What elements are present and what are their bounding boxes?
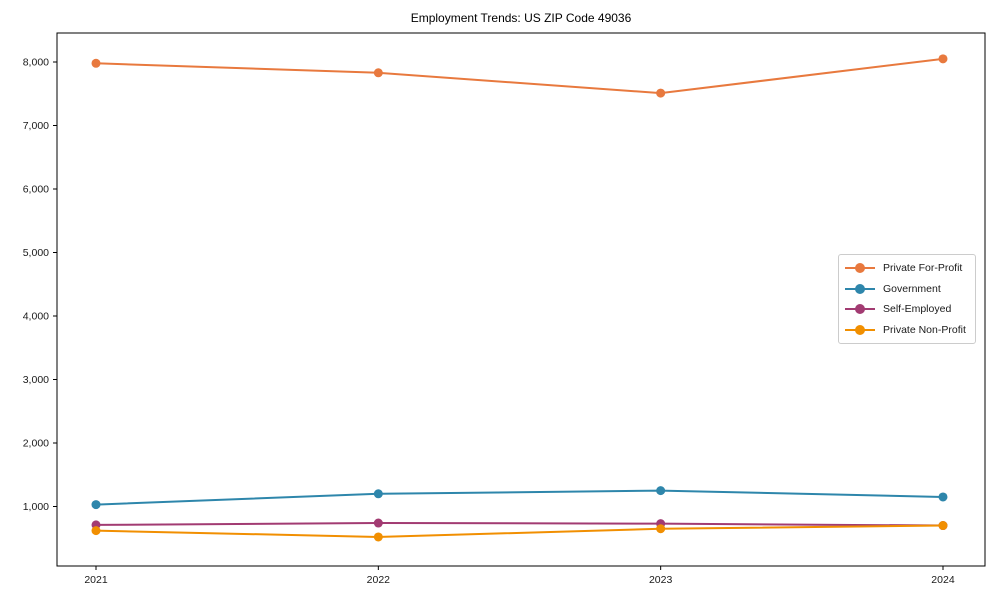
legend-line-marker xyxy=(845,263,875,274)
y-tick-label: 8,000 xyxy=(23,57,49,69)
legend-item-government: Government xyxy=(845,279,969,299)
legend-line-marker xyxy=(845,324,875,335)
y-tick-label: 2,000 xyxy=(23,438,49,450)
data-point-private-non-profit xyxy=(91,526,101,536)
data-point-private-for-profit xyxy=(373,68,383,78)
series-line-self-employed xyxy=(95,522,944,527)
series-line-private-for-profit xyxy=(95,57,944,95)
data-point-private-for-profit xyxy=(938,54,948,64)
data-point-private-non-profit xyxy=(656,524,666,534)
data-point-self-employed xyxy=(373,518,383,528)
chart-legend: Private For-Profit Government Self-Emplo… xyxy=(838,254,976,344)
x-tick-label: 2021 xyxy=(84,574,108,586)
legend-item-private-non-profit: Private Non-Profit xyxy=(845,320,969,340)
legend-item-self-employed: Self-Employed xyxy=(845,299,969,319)
y-tick-label: 6,000 xyxy=(23,184,49,196)
x-tick-label: 2022 xyxy=(367,574,391,586)
x-tick-label: 2023 xyxy=(649,574,673,586)
data-point-private-for-profit xyxy=(656,88,666,98)
legend-label: Private Non-Profit xyxy=(883,323,966,336)
x-tick-label: 2024 xyxy=(931,574,955,586)
plot-border xyxy=(56,32,986,567)
legend-item-private-for-profit: Private For-Profit xyxy=(845,258,969,278)
legend-line-marker xyxy=(845,304,875,315)
y-tick-label: 5,000 xyxy=(23,247,49,259)
legend-label: Self-Employed xyxy=(883,303,952,316)
y-tick-label: 7,000 xyxy=(23,120,49,132)
y-tick-label: 3,000 xyxy=(23,374,49,386)
data-point-government xyxy=(938,492,948,502)
series-line-government xyxy=(95,489,944,506)
y-tick-label: 1,000 xyxy=(23,501,49,513)
data-point-government xyxy=(656,486,666,496)
data-point-government xyxy=(373,489,383,499)
y-tick-label: 4,000 xyxy=(23,311,49,323)
chart-title: Employment Trends: US ZIP Code 49036 xyxy=(410,11,632,25)
legend-label: Government xyxy=(883,282,941,295)
data-point-government xyxy=(91,500,101,510)
data-point-private-non-profit xyxy=(373,532,383,542)
legend-label: Private For-Profit xyxy=(883,262,963,275)
series-line-private-non-profit xyxy=(95,524,944,538)
data-point-private-non-profit xyxy=(938,521,948,531)
legend-line-marker xyxy=(845,283,875,294)
data-point-private-for-profit xyxy=(91,58,101,68)
